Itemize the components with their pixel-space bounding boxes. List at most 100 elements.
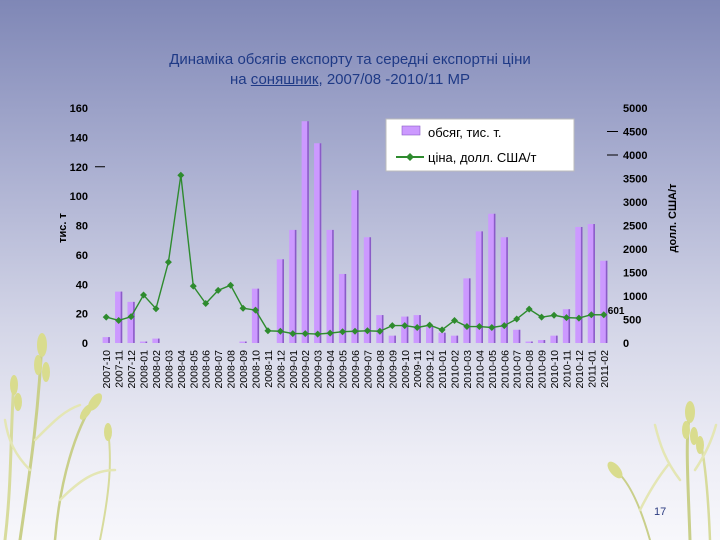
bar-volume-shade xyxy=(431,326,434,343)
price-point xyxy=(488,323,496,331)
price-point xyxy=(202,300,210,308)
x-axis-category-label: 2008-02 xyxy=(151,350,163,389)
bar-volume-shade xyxy=(493,213,496,343)
bar-volume-shade xyxy=(531,341,533,343)
price-point xyxy=(600,311,608,319)
bar-volume-shade xyxy=(294,229,297,343)
bar-volume-shade xyxy=(245,341,247,343)
bar-volume-shade xyxy=(419,315,421,343)
left-axis-tick-label: 140 xyxy=(70,132,88,144)
price-point xyxy=(538,313,546,321)
price-point xyxy=(251,306,259,314)
bar-volume xyxy=(363,237,372,343)
bar-volume xyxy=(401,316,409,343)
x-axis-category-label: 2008-05 xyxy=(188,350,200,389)
legend-label-volume: обсяг, тис. т. xyxy=(428,125,502,140)
x-axis-category-label: 2008-04 xyxy=(176,350,188,389)
price-point xyxy=(326,329,334,337)
x-axis-category-label: 2010-01 xyxy=(437,350,449,389)
price-point xyxy=(127,313,135,321)
left-axis-tick-label: 160 xyxy=(70,103,88,115)
price-point xyxy=(276,327,284,335)
right-axis-tick-label: 2500 xyxy=(623,221,647,233)
bar-volume xyxy=(513,329,521,343)
x-axis-category-label: 2010-11 xyxy=(561,350,573,388)
bar-volume xyxy=(438,332,446,343)
bar-volume-shade xyxy=(120,291,123,343)
bar-volume-shade xyxy=(456,335,459,343)
bar-volume xyxy=(426,326,434,343)
bar-volume-shade xyxy=(568,309,571,343)
left-axis-tick-label: 120 xyxy=(70,162,88,174)
bar-volume xyxy=(251,288,260,343)
x-axis-category-label: 2010-02 xyxy=(450,350,462,389)
x-axis-category-label: 2009-04 xyxy=(325,350,337,389)
left-axis-title: тис. т xyxy=(57,213,69,243)
bar-volume-shade xyxy=(580,226,583,343)
bar-volume-shade xyxy=(468,278,471,343)
price-point xyxy=(239,304,247,312)
price-point xyxy=(227,281,235,289)
right-axis-tick-label: 3000 xyxy=(623,197,647,209)
line-series xyxy=(102,171,608,338)
price-point xyxy=(289,330,297,338)
right-axis-tick-label: 5000 xyxy=(623,103,647,115)
price-point xyxy=(314,330,322,338)
x-axis-category-label: 2009-12 xyxy=(425,350,437,389)
right-axis-tick-label: 3500 xyxy=(623,174,647,186)
x-axis-category-label: 2009-06 xyxy=(350,350,362,389)
price-point xyxy=(177,171,185,179)
bar-volume xyxy=(450,335,459,343)
x-axis-category-label: 2008-11 xyxy=(263,350,275,388)
x-axis-category-label: 2007-12 xyxy=(126,350,138,389)
bar-volume-shade xyxy=(518,329,521,343)
x-axis-category-label: 2009-10 xyxy=(400,350,412,389)
right-axis-tick-label: 1500 xyxy=(623,268,647,280)
bar-volume xyxy=(587,224,595,343)
left-axis-tick-label: 80 xyxy=(76,221,88,233)
price-point xyxy=(438,326,446,334)
x-axis-category-label: 2009-08 xyxy=(375,350,387,389)
price-point xyxy=(140,291,148,299)
right-axis-title: долл. США/т xyxy=(667,183,679,253)
bar-volume-shade xyxy=(593,224,595,343)
x-axis-category-label: 2008-01 xyxy=(139,350,151,389)
right-axis-tick-label: 4000 xyxy=(623,150,647,162)
bar-volume-shade xyxy=(319,143,322,343)
price-point xyxy=(102,313,110,321)
price-point xyxy=(451,316,459,324)
x-axis-category-label: 2011-01 xyxy=(586,350,598,388)
bar-volume xyxy=(575,226,583,343)
bar-volume-shade xyxy=(381,315,384,343)
chart-title-line-1: Динаміка обсягів експорту та середні екс… xyxy=(169,51,531,68)
x-axis-category-label: 2008-08 xyxy=(226,350,238,389)
title-link-sunflower[interactable]: соняшник xyxy=(250,71,319,88)
x-axis-category-label: 2008-06 xyxy=(201,350,213,389)
x-axis-category-label: 2011-02 xyxy=(599,350,611,388)
chart-title-line-2: на соняшник, 2007/08 -2010/11 МР xyxy=(90,70,610,90)
x-axis-category-label: 2010-06 xyxy=(499,350,511,389)
bar-volume-shade xyxy=(157,338,160,343)
price-point xyxy=(500,322,508,330)
price-point xyxy=(376,327,384,335)
bar-volume-shade xyxy=(357,190,359,343)
bar-volume-shade xyxy=(605,260,608,343)
legend-bar-swatch xyxy=(401,125,421,136)
x-axis-category-label: 2007-10 xyxy=(101,350,113,389)
price-point xyxy=(587,311,595,319)
x-axis-category-label: 2008-09 xyxy=(238,350,250,389)
left-axis-tick-label: 0 xyxy=(82,338,88,350)
price-point xyxy=(164,258,172,266)
bar-volume xyxy=(463,278,471,343)
x-axis-category-label: 2009-02 xyxy=(300,350,312,389)
price-point xyxy=(189,282,197,290)
x-axis-category-label: 2010-09 xyxy=(537,350,549,389)
right-axis-tick-label: 4500 xyxy=(623,127,647,139)
x-axis-category-label: 2009-07 xyxy=(362,350,374,389)
bar-volume xyxy=(102,337,110,343)
bar-volume xyxy=(388,335,396,343)
x-axis-category-label: 2010-08 xyxy=(524,350,536,389)
x-axis-category-label: 2010-04 xyxy=(474,350,486,389)
legend-label-price: ціна, долл. США/т xyxy=(428,150,536,165)
x-axis-category-label: 2008-07 xyxy=(213,350,225,389)
